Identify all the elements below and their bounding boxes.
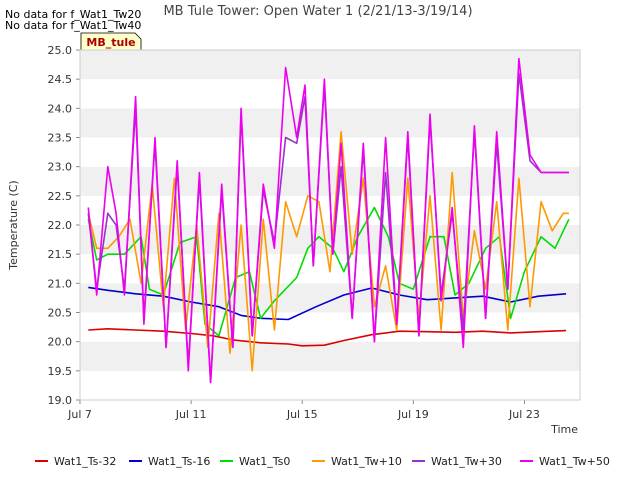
y-tick-label: 20.0 [48,336,73,349]
chart-title: MB Tule Tower: Open Water 1 (2/21/13-3/1… [163,4,472,19]
x-axis-label: Time [550,423,578,436]
series-lines [87,57,570,384]
y-tick-label: 22.0 [48,219,73,232]
y-axis: 19.0 19.5 20.0 20.5 21.0 21.5 22.0 22.5 23.0 23.5… [48,44,80,407]
x-tick-label: Jul 23 [508,408,540,421]
grid-band [80,108,580,138]
series-line-Wat1_Tw+10 [87,130,569,372]
x-tick-label: Jul 19 [397,408,429,421]
legend-item: Wat1_Ts0 [220,455,290,468]
series-line-Wat1_Tw+50 [87,57,569,384]
y-tick-label: 21.0 [48,277,73,290]
y-tick-label: 23.5 [48,132,73,145]
y-tick-label: 25.0 [48,44,73,57]
legend-label: Wat1_Tw+50 [539,455,610,468]
legend-item: Wat1_Tw+10 [312,455,402,468]
legend-label: Wat1_Ts-32 [54,455,116,468]
legend-label: Wat1_Ts0 [239,455,290,468]
series-line-Wat1_Ts-32 [88,327,567,347]
grid-band [80,312,580,342]
grid-band [80,79,580,109]
no-data-line-1: No data for f_Wat1_Tw20 [5,8,142,21]
no-data-line-2: No data for f_Wat1_Tw40 [5,19,142,32]
site-badge-label: MB_tule [86,36,135,49]
y-tick-label: 20.5 [48,307,73,320]
y-tick-label: 24.5 [48,73,73,86]
legend-item: Wat1_Ts-32 [35,455,116,468]
y-tick-label: 23.0 [48,161,73,174]
x-axis: Jul 7 Jul 11 Jul 15 Jul 19 Jul 23 [67,400,540,421]
y-axis-label: Temperature (C) [7,180,20,270]
legend-label: Wat1_Tw+10 [331,455,402,468]
site-badge: MB_tule [80,32,142,51]
legend-item: Wat1_Ts-16 [129,455,210,468]
legend-label: Wat1_Tw+30 [431,455,502,468]
y-tick-label: 24.0 [48,102,73,115]
grid-band [80,50,580,80]
x-tick-label: Jul 11 [175,408,207,421]
legend-item: Wat1_Tw+50 [520,455,610,468]
y-tick-label: 19.0 [48,394,73,407]
y-tick-label: 19.5 [48,365,73,378]
y-tick-label: 21.5 [48,248,73,261]
x-tick-label: Jul 15 [286,408,318,421]
grid-band [80,370,580,400]
legend-item: Wat1_Tw+30 [412,455,502,468]
grid-bands [80,50,580,400]
y-tick-label: 22.5 [48,190,73,203]
legend: Wat1_Ts-32 Wat1_Ts-16 Wat1_Ts0 Wat1_Tw+10 Wa… [35,455,610,468]
legend-label: Wat1_Ts-16 [148,455,210,468]
x-tick-label: Jul 7 [67,408,92,421]
plot-frame [79,49,581,401]
grid-band [80,341,580,371]
